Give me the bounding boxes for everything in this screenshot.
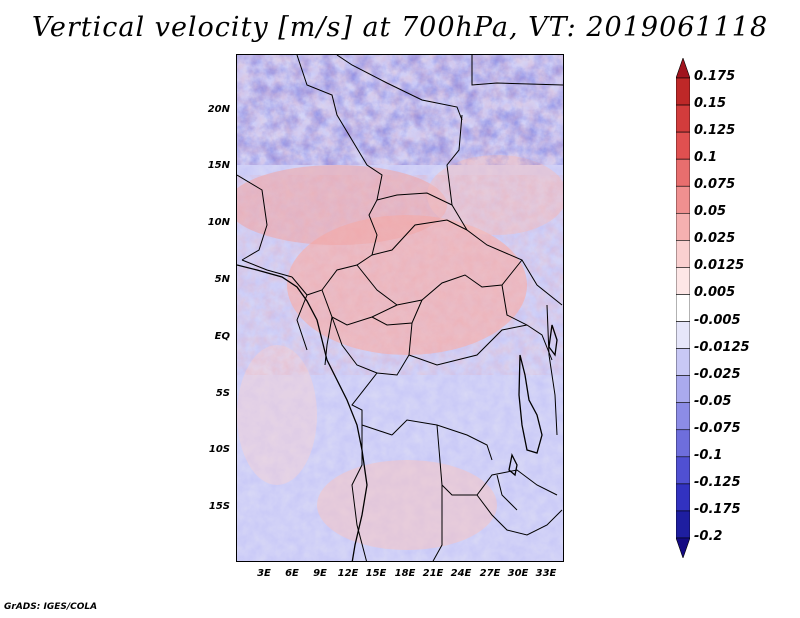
colorbar-swatch	[676, 321, 690, 349]
colorbar-label: -0.0125	[694, 339, 750, 355]
colorbar-label: -0.05	[694, 393, 732, 409]
colorbar-swatch	[676, 240, 690, 268]
colorbar-swatch	[676, 510, 690, 539]
colorbar-label: 0.005	[694, 285, 736, 301]
colorbar-swatch	[676, 348, 690, 376]
colorbar-label: 0.15	[694, 96, 727, 112]
colorbar-swatch	[676, 131, 690, 160]
lat-label-15n: 15N	[207, 160, 230, 171]
colorbar-label: 0.05	[694, 204, 727, 220]
colorbar-swatch	[676, 483, 690, 512]
colorbar-swatch	[676, 402, 690, 431]
lat-label-5n: 5N	[214, 274, 230, 285]
colorbar-label: 0.075	[694, 177, 736, 193]
colorbar-label: 0.175	[694, 69, 736, 84]
lon-label-3e: 3E	[257, 568, 271, 579]
colorbar-swatch	[676, 537, 690, 558]
lon-label-15e: 15E	[365, 568, 387, 579]
colorbar-swatch	[676, 77, 690, 106]
colorbar	[676, 58, 690, 558]
colorbar-label: -0.125	[694, 474, 741, 490]
colorbar-swatch	[676, 456, 690, 485]
colorbar-swatch	[676, 185, 690, 214]
lat-label-20n: 20N	[207, 104, 230, 115]
lon-label-24e: 24E	[450, 568, 472, 579]
lat-label-eq: EQ	[214, 331, 230, 342]
lon-label-6e: 6E	[285, 568, 299, 579]
map-canvas	[237, 55, 563, 561]
colorbar-label: -0.175	[694, 501, 741, 517]
colorbar-swatch	[676, 104, 690, 133]
lat-label-10s: 10S	[208, 444, 230, 455]
colorbar-swatch	[676, 429, 690, 458]
colorbar-label: -0.1	[694, 447, 723, 463]
colorbar-swatch	[676, 58, 690, 79]
lat-label-5s: 5S	[215, 388, 230, 399]
lat-label-10n: 10N	[207, 217, 230, 228]
colorbar-swatch	[676, 158, 690, 187]
map-title: Vertical velocity [m/s] at 700hPa, VT: 2…	[31, 12, 769, 43]
lon-label-18e: 18E	[394, 568, 416, 579]
lon-label-30e: 30E	[507, 568, 529, 579]
colorbar-swatch	[676, 212, 690, 241]
colorbar-swatch	[676, 294, 690, 322]
lon-label-27e: 27E	[479, 568, 501, 579]
lat-label-15s: 15S	[208, 501, 230, 512]
colorbar-label: 0.1	[694, 150, 718, 166]
colorbar-swatch	[676, 267, 690, 295]
colorbar-label: 0.125	[694, 123, 736, 139]
grads-credit: GrADS: IGES/COLA	[4, 602, 98, 612]
lon-label-9e: 9E	[313, 568, 327, 579]
colorbar-label: 0.025	[694, 231, 736, 247]
colorbar-label: -0.075	[694, 420, 741, 436]
colorbar-label: -0.2	[694, 529, 723, 544]
colorbar-label: -0.025	[694, 366, 741, 382]
lon-label-12e: 12E	[337, 568, 359, 579]
colorbar-label: 0.0125	[694, 258, 745, 274]
lon-label-21e: 21E	[422, 568, 444, 579]
colorbar-label: -0.005	[694, 312, 741, 328]
lon-label-33e: 33E	[535, 568, 557, 579]
colorbar-swatch	[676, 375, 690, 404]
vertical-velocity-map	[236, 54, 564, 562]
